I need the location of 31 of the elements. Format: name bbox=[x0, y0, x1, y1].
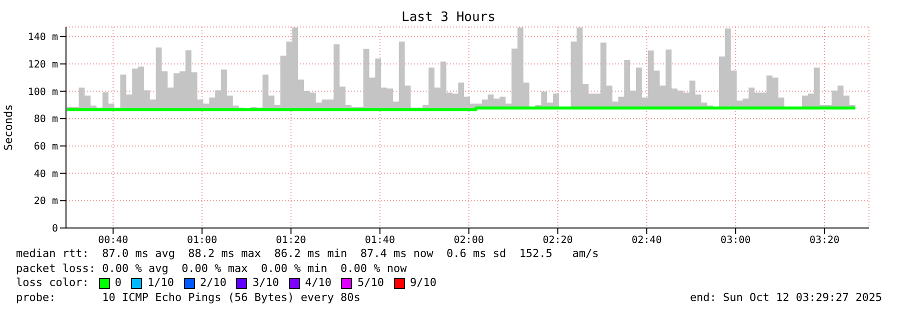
x-tick-label: 00:40 bbox=[98, 235, 128, 246]
text: median rtt: 87.0 ms avg 88.2 ms max 86.2 ms min 87.4 ms now 0.6 ms sd 152.5 am/s bbox=[16, 247, 600, 262]
y-tick-label: 20 m bbox=[34, 196, 58, 208]
y-tick-label: 80 m bbox=[34, 114, 58, 126]
y-tick-label: 100 m bbox=[28, 86, 58, 98]
x-tick-label: 02:40 bbox=[632, 235, 662, 246]
text: packet loss: 0.00 % avg 0.00 % max 0.00 % min 0.00 % now bbox=[16, 262, 408, 276]
legend-label: 9/10 bbox=[410, 276, 436, 290]
legend-label: 4/10 bbox=[304, 276, 332, 290]
x-tick-label: 01:00 bbox=[187, 235, 218, 246]
legend-label: 1/10 bbox=[147, 276, 174, 290]
legend-label: 0 bbox=[114, 276, 122, 290]
y-tick-label: 40 m bbox=[34, 168, 58, 180]
y-axis-title: Seconds bbox=[2, 104, 15, 151]
chart-title: Last 3 Hours bbox=[400, 10, 496, 25]
x-tick-label: 03:20 bbox=[809, 235, 840, 246]
y-tick-label: 140 m bbox=[28, 32, 58, 44]
x-tick-label: 01:40 bbox=[364, 235, 395, 246]
y-tick-label: 0 bbox=[52, 224, 58, 235]
y-tick-label: 120 m bbox=[28, 59, 58, 70]
y-tick-label: 60 m bbox=[34, 142, 58, 153]
legend-label: 5/10 bbox=[357, 276, 384, 290]
text: probe: 10 ICMP Echo Pings (56 Bytes) every 80s bbox=[16, 290, 360, 305]
x-tick-label: 02:00 bbox=[454, 235, 484, 246]
legend-label: 2/10 bbox=[200, 276, 226, 290]
x-tick-label: 03:00 bbox=[720, 235, 751, 246]
text: end: Sun Oct 12 03:29:27 2025 bbox=[690, 290, 882, 305]
x-tick-label: 01:20 bbox=[276, 235, 306, 246]
legend-title: loss color: bbox=[16, 276, 89, 290]
legend-label: 3/10 bbox=[252, 276, 279, 290]
x-tick-label: 02:20 bbox=[542, 235, 573, 246]
